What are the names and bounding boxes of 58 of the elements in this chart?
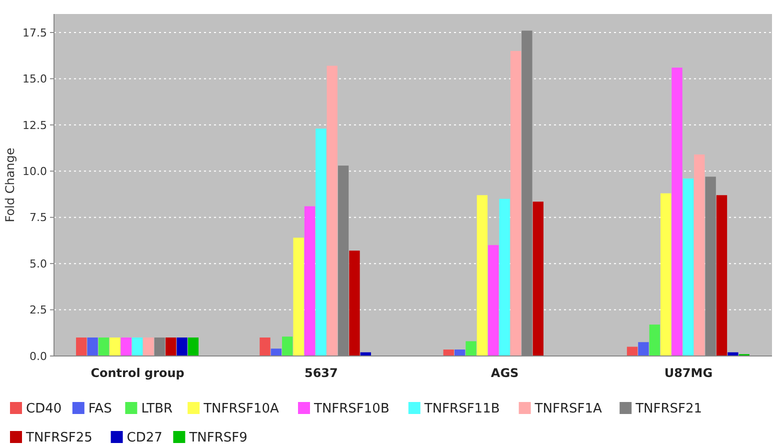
bar [282, 336, 293, 356]
bar [626, 346, 638, 356]
bar [510, 50, 522, 356]
bar [672, 68, 682, 356]
legend-label: TNFRSF10B [313, 402, 390, 417]
x-tick-label: 5637 [304, 366, 338, 380]
x-tick-label: U87MG [664, 366, 713, 380]
bar [293, 238, 304, 356]
bar [716, 195, 728, 356]
x-tick-label: Control group [90, 366, 185, 380]
bar [660, 193, 672, 356]
bar [304, 206, 316, 356]
y-tick-label: 7.5 [30, 211, 47, 224]
bar [132, 338, 143, 356]
bar [87, 338, 98, 356]
bar [499, 198, 510, 356]
bar [488, 245, 499, 356]
legend-label: TNFRSF1A [534, 402, 602, 417]
y-tick-label: 17.5 [22, 26, 47, 40]
bar [98, 338, 110, 356]
legend-label: TNFRSF25 [25, 430, 92, 446]
bar [466, 341, 476, 356]
bar [532, 202, 544, 356]
bar [143, 338, 154, 356]
bar [476, 195, 488, 356]
bar [649, 324, 660, 356]
y-tick-label: 15.0 [22, 72, 47, 86]
bar [443, 350, 454, 356]
bar [270, 348, 282, 356]
y-tick-label: 5.0 [30, 257, 47, 270]
legend-label: LTBR [141, 402, 173, 417]
legend-label: TNFRSF11B [423, 402, 500, 417]
bar [316, 128, 326, 356]
bar [326, 66, 338, 356]
bar [454, 350, 466, 356]
x-tick-label: AGS [490, 366, 519, 380]
bar [694, 154, 705, 356]
bar [120, 338, 132, 356]
bar [110, 338, 120, 356]
bar [166, 338, 176, 356]
legend-label: CD40 [26, 402, 62, 417]
y-tick-label: 12.5 [22, 118, 47, 132]
y-axis-title: Fold Change [3, 148, 17, 222]
bar [682, 178, 694, 356]
y-tick-label: 0.0 [30, 350, 47, 363]
bar [638, 342, 649, 356]
bar [260, 338, 270, 356]
bar [188, 338, 199, 356]
legend-label: TNFRSF10A [202, 402, 280, 417]
bar [349, 250, 360, 356]
y-tick-label: 2.5 [30, 304, 47, 317]
bar [76, 338, 87, 356]
bar [176, 338, 188, 356]
y-tick-label: 10.0 [22, 164, 47, 178]
legend-label: CD27 [126, 430, 162, 446]
legend-label: TNFRSF9 [188, 430, 248, 446]
legend-label: FAS [88, 402, 112, 417]
legend-label: TNFRSF21 [634, 402, 702, 417]
